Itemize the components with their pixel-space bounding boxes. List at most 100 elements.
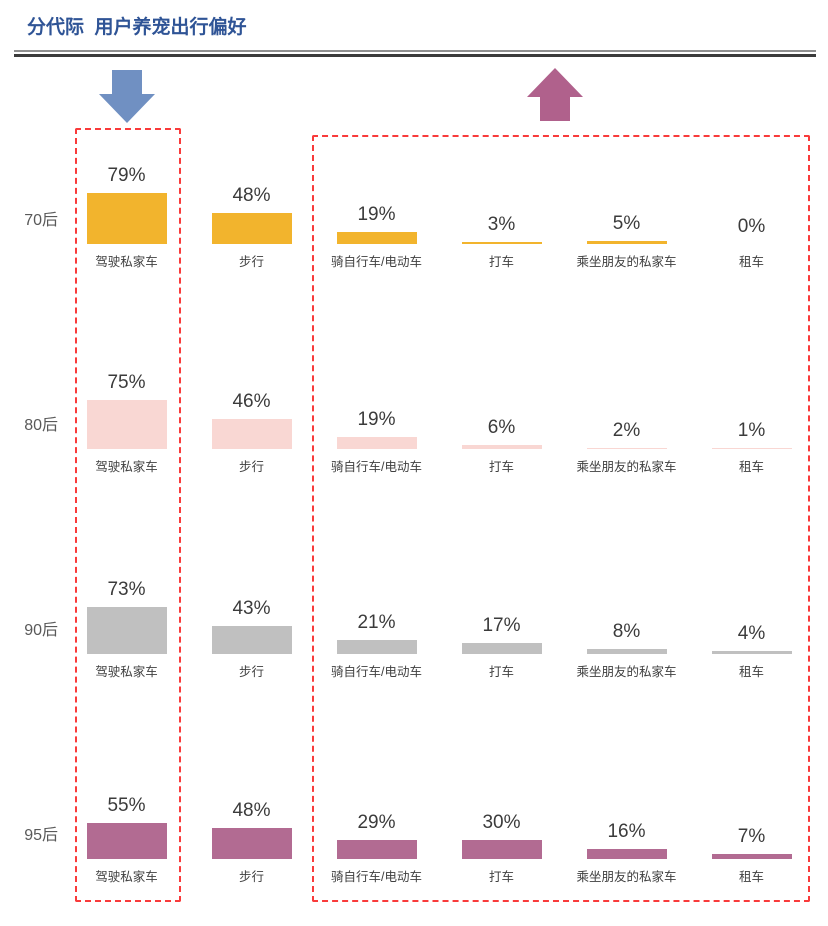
category-label: 驾驶私家车 <box>95 665 158 679</box>
row-label-cell: 70后 <box>0 128 64 333</box>
bar <box>461 642 542 654</box>
bar-stack: 1% <box>689 333 814 449</box>
category-label: 驾驶私家车 <box>95 870 158 884</box>
value-label: 19% <box>357 203 396 225</box>
category-label: 骑自行车/电动车 <box>331 870 422 884</box>
category-label: 乘坐朋友的私家车 <box>576 255 677 269</box>
row-label-stack: 70后 <box>0 128 64 244</box>
bar <box>86 400 167 449</box>
category-label: 打车 <box>488 255 514 269</box>
bar <box>711 854 792 859</box>
row-label-cell: 95后 <box>0 743 64 898</box>
row-label-stack: 90后 <box>0 538 64 654</box>
bar-cell: 16% 乘坐朋友的私家车 <box>564 743 689 898</box>
chart-rows: 70后 79% 驾驶私家车 48% 步行 19% 骑自行车/电动车 3% 打车 5% 乘坐朋友的私家… <box>0 128 814 898</box>
bar <box>336 231 417 244</box>
bar-cell: 19% 骑自行车/电动车 <box>314 128 439 333</box>
bar-cell: 29% 骑自行车/电动车 <box>314 743 439 898</box>
value-label: 48% <box>232 184 271 206</box>
bar <box>336 436 417 449</box>
value-label: 16% <box>607 820 646 842</box>
bar <box>711 448 792 449</box>
category-label: 租车 <box>738 870 764 884</box>
bar-cell: 30% 打车 <box>439 743 564 898</box>
chart-area: 70后 79% 驾驶私家车 48% 步行 19% 骑自行车/电动车 3% 打车 5% 乘坐朋友的私家… <box>0 57 828 907</box>
value-label: 19% <box>357 408 396 430</box>
bar-stack: 48% <box>189 743 314 859</box>
bar-cell: 4% 租车 <box>689 538 814 743</box>
category-label: 租车 <box>738 460 764 474</box>
bar <box>211 212 292 244</box>
category-label: 步行 <box>238 460 264 474</box>
row-label-spacer <box>0 654 64 684</box>
value-label: 7% <box>737 826 766 848</box>
bar-stack: 30% <box>439 743 564 859</box>
bar-cell: 55% 驾驶私家车 <box>64 743 189 898</box>
value-label: 5% <box>612 212 641 234</box>
bar <box>211 626 292 654</box>
category-label: 乘坐朋友的私家车 <box>576 460 677 474</box>
category-label: 步行 <box>238 255 264 269</box>
bar-cell: 75% 驾驶私家车 <box>64 333 189 538</box>
bar <box>211 827 292 859</box>
bar-stack: 2% <box>564 333 689 449</box>
row-label-stack: 80后 <box>0 333 64 449</box>
category-label: 步行 <box>238 665 264 679</box>
value-label: 2% <box>612 419 641 441</box>
bar-stack: 29% <box>314 743 439 859</box>
bar <box>336 640 417 654</box>
bar-cell: 2% 乘坐朋友的私家车 <box>564 333 689 538</box>
category-label: 打车 <box>488 665 514 679</box>
bar-stack: 43% <box>189 538 314 654</box>
bar-stack: 4% <box>689 538 814 654</box>
category-label: 乘坐朋友的私家车 <box>576 665 677 679</box>
bar-cell: 8% 乘坐朋友的私家车 <box>564 538 689 743</box>
value-label: 55% <box>107 795 146 817</box>
category-label: 打车 <box>488 460 514 474</box>
category-label: 租车 <box>738 665 764 679</box>
arrow-up-icon <box>527 68 583 121</box>
bar-stack: 75% <box>64 333 189 449</box>
bar <box>336 840 417 859</box>
bar-stack: 6% <box>439 333 564 449</box>
generation-row: 70后 79% 驾驶私家车 48% 步行 19% 骑自行车/电动车 3% 打车 5% 乘坐朋友的私家… <box>0 128 814 333</box>
generation-label: 80后 <box>24 417 58 434</box>
value-label: 29% <box>357 812 396 834</box>
bar-stack: 19% <box>314 333 439 449</box>
row-label-spacer <box>0 859 64 889</box>
bar-cell: 6% 打车 <box>439 333 564 538</box>
bar <box>461 242 542 244</box>
category-label: 驾驶私家车 <box>95 255 158 269</box>
bar <box>586 648 667 654</box>
bar-stack: 0% <box>689 128 814 244</box>
value-label: 46% <box>232 391 271 413</box>
value-label: 8% <box>612 620 641 642</box>
arrow-down-icon <box>99 70 155 123</box>
bar-cell: 48% 步行 <box>189 128 314 333</box>
category-label: 骑自行车/电动车 <box>331 255 422 269</box>
bar-cell: 19% 骑自行车/电动车 <box>314 333 439 538</box>
generation-row: 95后 55% 驾驶私家车 48% 步行 29% 骑自行车/电动车 30% 打车 16% 乘坐朋友的… <box>0 743 814 898</box>
bar-stack: 8% <box>564 538 689 654</box>
row-label-stack: 95后 <box>0 743 64 859</box>
value-label: 4% <box>737 623 766 645</box>
category-label: 骑自行车/电动车 <box>331 665 422 679</box>
value-label: 43% <box>232 598 271 620</box>
bar-cell: 73% 驾驶私家车 <box>64 538 189 743</box>
bar <box>461 445 542 449</box>
bar-stack: 21% <box>314 538 439 654</box>
bar-cell: 17% 打车 <box>439 538 564 743</box>
bar-stack: 55% <box>64 743 189 859</box>
bar-cell: 5% 乘坐朋友的私家车 <box>564 128 689 333</box>
value-label: 75% <box>107 372 146 394</box>
bar <box>86 823 167 859</box>
bar <box>586 240 667 244</box>
bar <box>86 192 167 244</box>
bar-stack: 46% <box>189 333 314 449</box>
value-label: 79% <box>107 164 146 186</box>
bar-cell: 79% 驾驶私家车 <box>64 128 189 333</box>
generation-label: 95后 <box>24 827 58 844</box>
bar-stack: 48% <box>189 128 314 244</box>
row-label-cell: 80后 <box>0 333 64 538</box>
